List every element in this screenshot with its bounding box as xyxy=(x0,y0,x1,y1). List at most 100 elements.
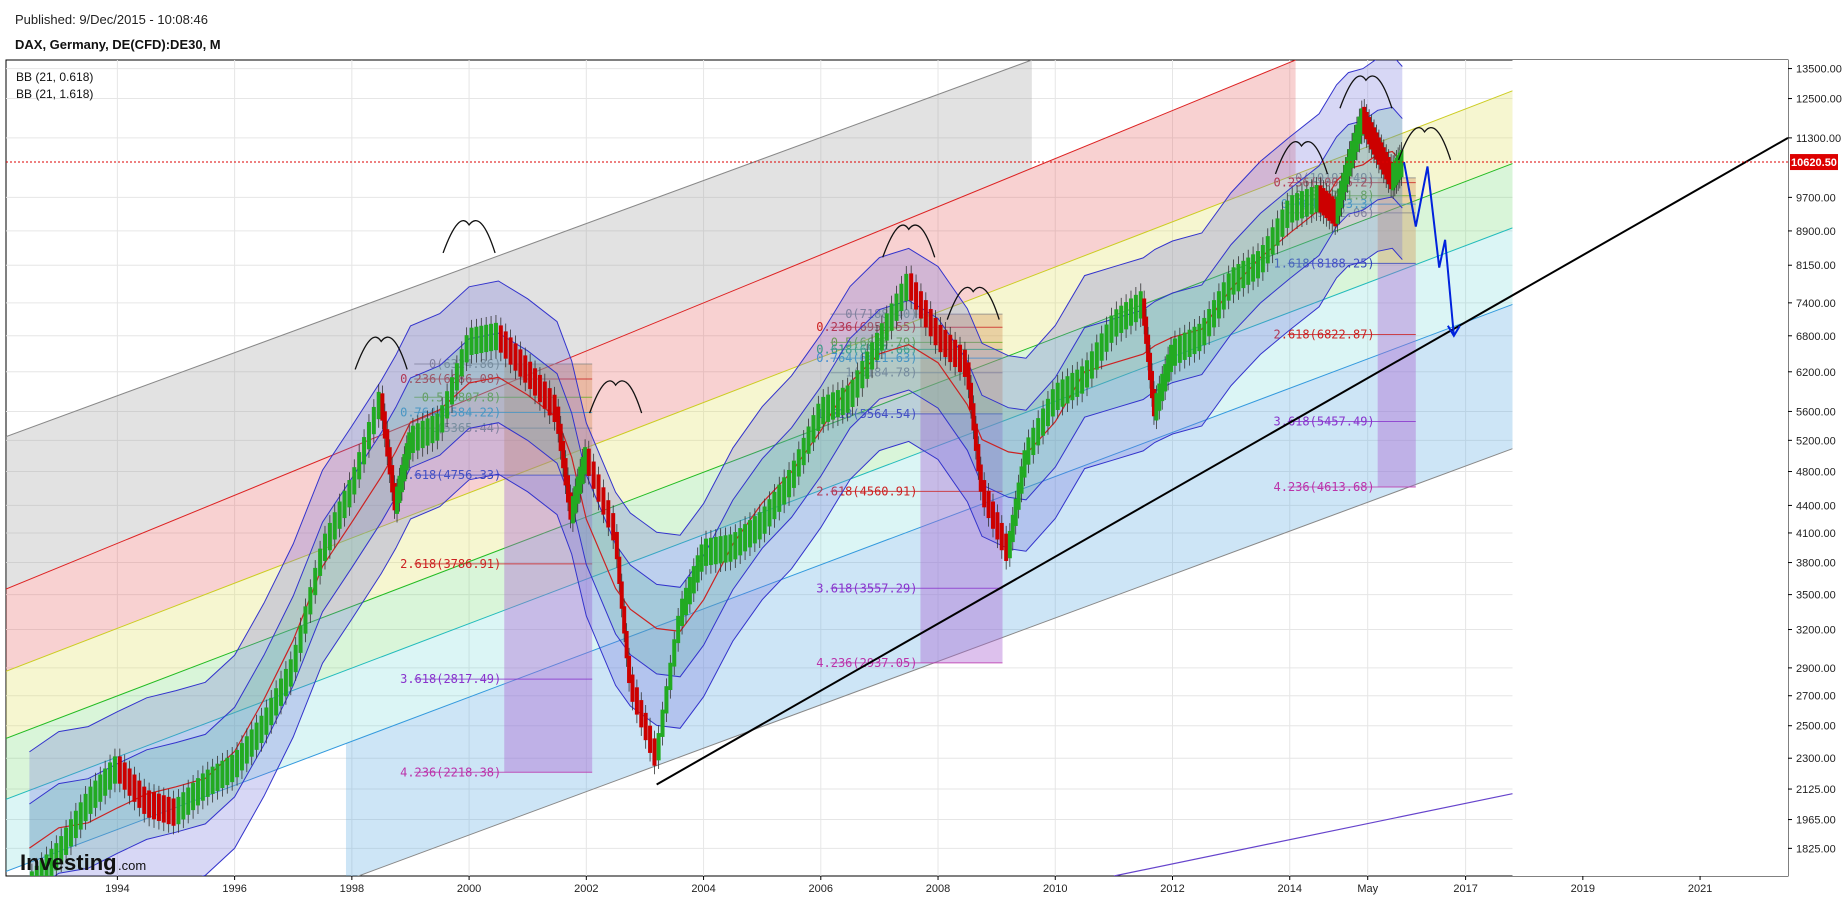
candle-body xyxy=(1099,333,1104,361)
candle-body xyxy=(614,531,619,560)
candle-body xyxy=(274,688,279,716)
candle-body xyxy=(791,460,796,488)
candle-body xyxy=(777,484,782,512)
candle-body xyxy=(59,836,64,864)
candle-body xyxy=(156,793,161,821)
candle-body xyxy=(570,496,575,524)
fib-level-label: 3.618(3557.29) xyxy=(816,581,917,595)
top-arc-annotation xyxy=(946,286,1000,320)
candle-body xyxy=(308,587,313,615)
candle-body xyxy=(195,778,200,806)
candle-body xyxy=(342,490,347,519)
candle-body xyxy=(708,537,713,566)
candle-body xyxy=(762,506,767,534)
candle-body xyxy=(387,447,392,475)
candle-body xyxy=(186,787,191,815)
indicator-bb-0618: BB (21, 0.618) xyxy=(16,70,93,84)
candle-body xyxy=(1327,193,1332,221)
top-arc-annotation xyxy=(1397,126,1452,161)
candle-body xyxy=(1330,196,1335,224)
candle-body xyxy=(542,381,547,409)
candle-body xyxy=(586,448,591,476)
candle-body xyxy=(518,349,523,377)
x-tick-label: 2019 xyxy=(1571,883,1595,895)
candle-body xyxy=(1318,185,1323,213)
candle-body xyxy=(503,331,508,359)
candle-body xyxy=(699,544,704,572)
candle-body xyxy=(382,411,387,439)
channel-band xyxy=(6,90,1513,739)
candle-body xyxy=(874,332,879,361)
candle-body xyxy=(127,768,132,796)
candle-body xyxy=(533,368,538,396)
top-arc-annotation xyxy=(589,380,643,414)
candle-body xyxy=(1050,389,1055,417)
candle-body xyxy=(445,391,450,419)
x-tick-label: 1996 xyxy=(222,883,246,895)
candle-body xyxy=(264,707,269,735)
candle-body xyxy=(357,452,362,480)
candle-body xyxy=(1026,437,1031,465)
candle-body xyxy=(1369,122,1374,150)
candle-body xyxy=(1333,199,1338,227)
candle-body xyxy=(402,454,407,482)
candle-body xyxy=(933,317,938,346)
candle-body xyxy=(563,458,568,486)
candle-body xyxy=(1177,335,1182,363)
trend-annotations xyxy=(6,75,1789,786)
fib-level-label: 3.618(5457.49) xyxy=(1274,414,1375,428)
candle-body xyxy=(1324,190,1329,219)
y-tick-label: 5200.00 xyxy=(1796,435,1836,447)
bollinger-band xyxy=(53,196,1403,876)
candle-body xyxy=(1010,514,1015,543)
candle-body xyxy=(728,534,733,562)
candle-body xyxy=(899,283,904,312)
candle-body xyxy=(78,802,83,830)
candle-body xyxy=(327,522,332,551)
candle-body xyxy=(1151,388,1156,417)
x-tick-label: 2000 xyxy=(457,883,481,895)
candle-body xyxy=(385,429,390,457)
candle-body xyxy=(29,871,34,876)
candle-body xyxy=(583,447,588,475)
fib-level-label: 0(7188.40) xyxy=(845,307,917,321)
candle-body xyxy=(1386,157,1391,185)
candle-body xyxy=(611,513,616,541)
candle-body xyxy=(870,342,875,370)
y-tick-label: 9700.00 xyxy=(1796,192,1836,204)
candle-body xyxy=(1055,382,1060,411)
candle-body xyxy=(1045,398,1050,427)
candle-body xyxy=(469,327,474,355)
candle-body xyxy=(269,697,274,726)
projection-path xyxy=(1403,161,1455,336)
candle-body xyxy=(215,763,220,791)
candle-body xyxy=(1109,315,1114,343)
candle-body xyxy=(371,406,376,435)
candle-body xyxy=(578,466,583,494)
candle-body xyxy=(966,362,971,390)
candle-body xyxy=(648,725,653,753)
candle-body xyxy=(568,492,573,520)
candle-body xyxy=(556,406,561,434)
candle-body xyxy=(680,598,685,626)
candle-body xyxy=(938,324,943,353)
x-tick-label: 2010 xyxy=(1043,883,1067,895)
candle-body xyxy=(547,388,552,416)
channel-line xyxy=(6,60,1032,438)
candle-body xyxy=(643,712,648,741)
candle-body xyxy=(435,413,440,441)
candle-body xyxy=(83,793,88,822)
candle-body xyxy=(420,420,425,449)
candle-body xyxy=(410,425,415,453)
candle-body xyxy=(826,394,831,422)
candle-body xyxy=(1016,482,1021,510)
candle-body xyxy=(1381,147,1386,175)
candle-body xyxy=(1124,302,1129,330)
candle-body xyxy=(225,757,230,786)
candle-body xyxy=(752,516,757,544)
candle-body xyxy=(1246,257,1251,285)
y-tick-label: 6800.00 xyxy=(1796,331,1836,343)
candle-body xyxy=(1160,373,1165,402)
candle-body xyxy=(973,423,978,451)
candle-body xyxy=(537,374,542,403)
